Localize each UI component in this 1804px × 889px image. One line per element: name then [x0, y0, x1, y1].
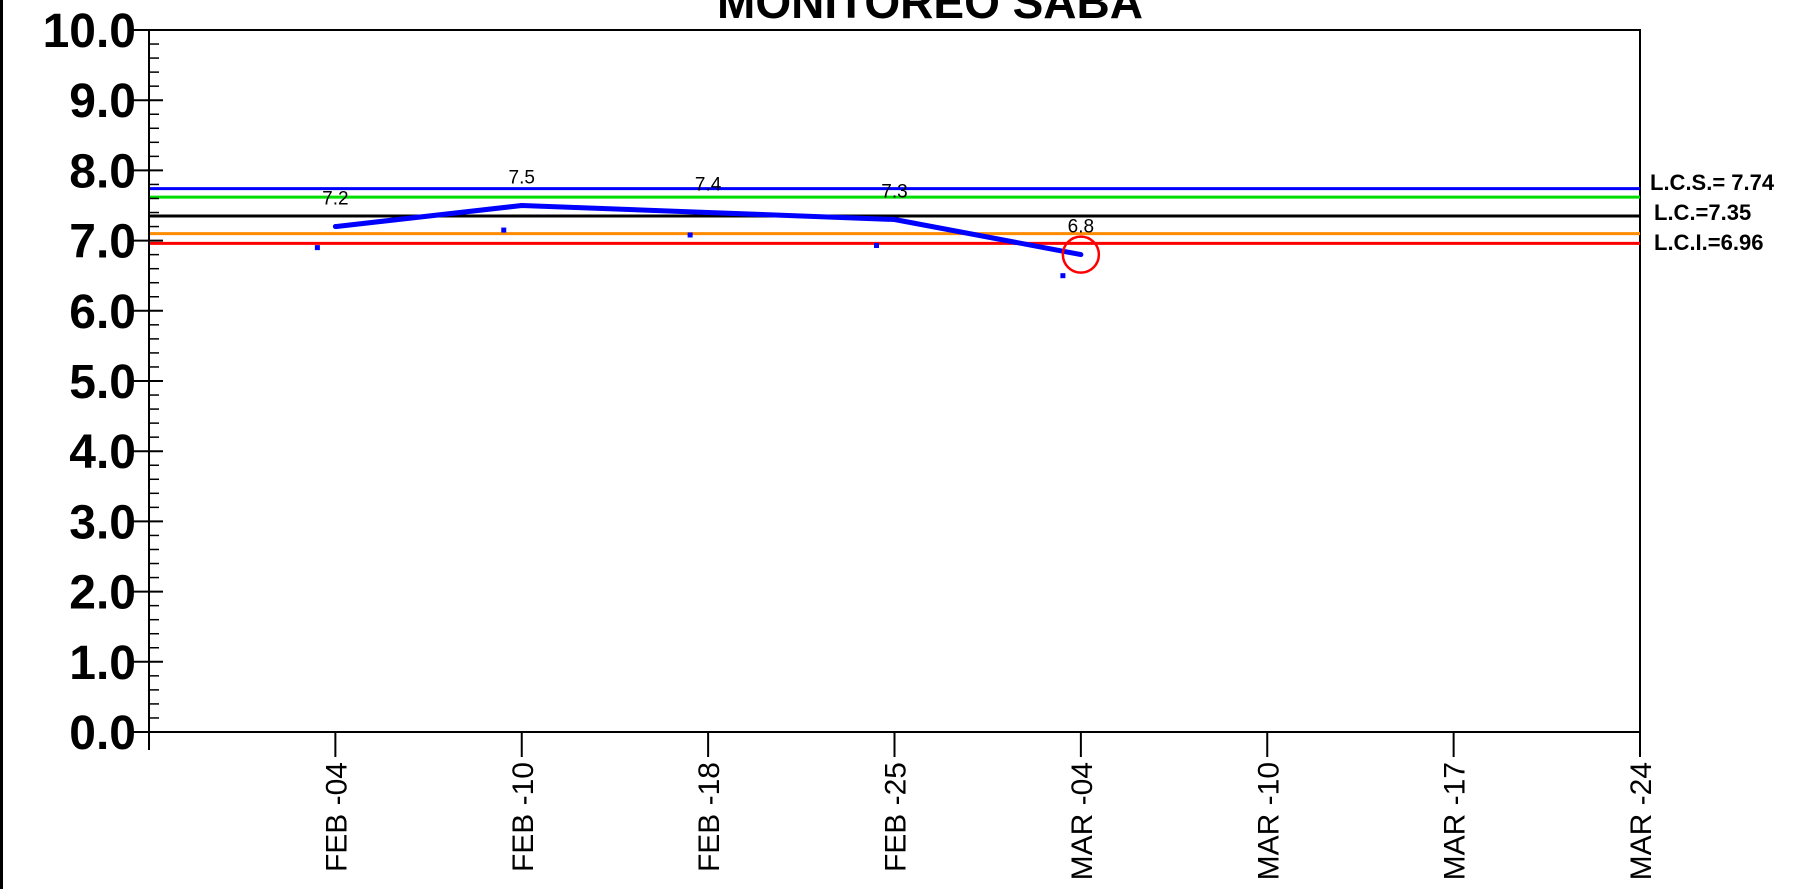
data-label: 7.2	[322, 189, 348, 210]
small-marker	[501, 227, 507, 233]
small-marker	[874, 243, 879, 249]
y-tick-label: 5.0	[69, 356, 136, 409]
y-tick-label: 2.0	[69, 567, 136, 620]
data-label: 7.5	[509, 168, 535, 189]
reference-lines: L.C.S.= 7.74 L.C.=7.35 L.C.I.=6.96	[149, 170, 1775, 255]
data-label: 6.8	[1068, 217, 1094, 238]
series-group: 7.2 7.5 7.4 7.3 6.8	[314, 168, 1101, 279]
data-label: 7.4	[695, 175, 722, 196]
data-point	[1078, 252, 1084, 258]
x-tick-label: FEB -18	[693, 762, 726, 872]
limit-label: L.C.I.=6.96	[1654, 230, 1763, 255]
frame-left-border	[0, 0, 3, 889]
small-marker	[314, 245, 320, 251]
data-label: 7.3	[881, 182, 907, 203]
x-tick-label: MAR -17	[1439, 762, 1472, 880]
small-marker	[1060, 273, 1066, 279]
data-point	[705, 210, 711, 216]
x-tick-label: MAR -24	[1625, 762, 1658, 880]
y-tick-label: 8.0	[69, 145, 136, 198]
y-tick-label: 7.0	[69, 216, 136, 269]
y-tick-label: 3.0	[69, 496, 136, 549]
out-of-control-highlight	[1061, 235, 1101, 274]
y-tick-label: 10.0	[43, 5, 136, 58]
x-tick-label: FEB -10	[507, 762, 540, 872]
y-tick-label: 1.0	[69, 637, 136, 690]
data-point	[332, 224, 338, 230]
limit-label: L.C.=7.35	[1654, 200, 1751, 225]
small-marker	[687, 232, 693, 238]
y-tick-label: 4.0	[69, 426, 136, 479]
plot-frame	[148, 29, 1641, 733]
x-tick-label: MAR -10	[1252, 762, 1285, 880]
x-tick-label: FEB -25	[880, 762, 913, 872]
limit-label: L.C.S.= 7.74	[1650, 170, 1775, 195]
x-axis: FEB -04 FEB -10 FEB -18 FEB -25 MAR -04 MAR -…	[148, 732, 1658, 880]
chart-title: MONITOREO SABA	[717, 0, 1143, 28]
y-tick-label: 9.0	[69, 75, 136, 128]
x-tick-label: MAR -04	[1066, 762, 1099, 880]
x-tick-label: FEB -04	[320, 762, 353, 872]
data-point	[519, 203, 525, 208]
y-tick-label: 0.0	[69, 707, 136, 760]
y-axis: 0.0 1.0 2.0 3.0 4.0 5.0 6.0 7.0 8.0 9.0 10.0	[43, 5, 163, 760]
y-tick-label: 6.0	[69, 286, 136, 339]
data-point	[892, 217, 897, 223]
